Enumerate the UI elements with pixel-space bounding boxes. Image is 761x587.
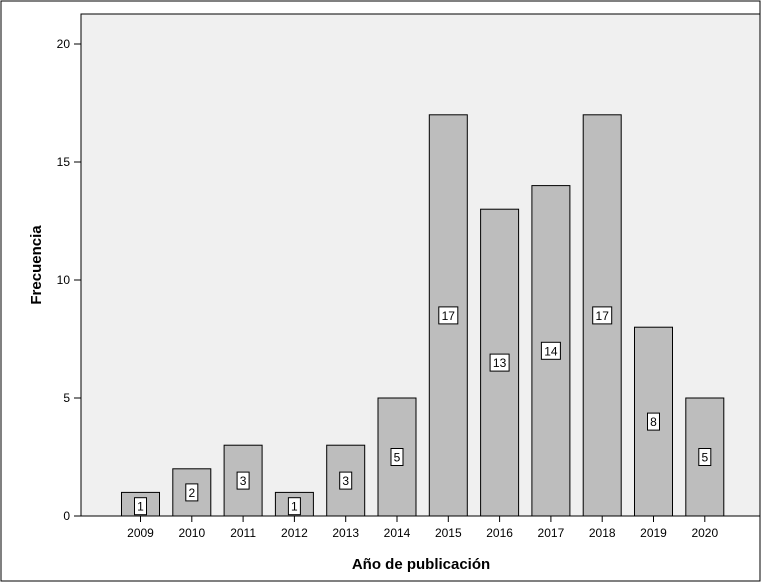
data-label: 3 — [240, 474, 247, 488]
data-label: 13 — [493, 356, 507, 370]
data-label-box — [185, 483, 199, 502]
data-label: 17 — [596, 309, 610, 323]
data-label: 17 — [442, 309, 456, 323]
data-label: 8 — [650, 415, 657, 429]
x-tick-label: 2012 — [281, 526, 308, 540]
data-label: 14 — [544, 344, 558, 358]
bar — [685, 397, 725, 517]
data-label: 1 — [291, 500, 298, 514]
data-label: 5 — [394, 451, 401, 465]
data-label-box — [390, 448, 404, 466]
x-tick-label: 2009 — [127, 526, 154, 540]
x-tick-label: 2020 — [691, 526, 718, 540]
data-label-box — [236, 471, 250, 490]
data-label: 1 — [137, 500, 144, 514]
y-axis-label: Frecuencia — [28, 225, 45, 305]
data-label-box — [287, 497, 301, 516]
data-label-box — [489, 353, 510, 372]
data-label-box — [592, 306, 613, 325]
x-tick-label: 2014 — [384, 526, 411, 540]
x-tick-label: 2016 — [486, 526, 513, 540]
data-label-box — [540, 341, 561, 360]
x-axis-label: Año de publicación — [352, 556, 490, 573]
data-label: 3 — [342, 474, 349, 488]
y-tick-label: 5 — [63, 391, 70, 405]
x-tick-label: 2011 — [230, 526, 256, 540]
y-tick-label: 10 — [57, 273, 71, 287]
x-tick-label: 2013 — [332, 526, 359, 540]
y-tick-label: 0 — [63, 509, 70, 523]
y-tick-label: 15 — [57, 155, 71, 169]
data-label: 2 — [188, 486, 195, 500]
data-label: 5 — [701, 451, 708, 465]
x-tick-label: 2010 — [178, 526, 205, 540]
data-label-box — [698, 448, 712, 466]
data-label-box — [339, 471, 353, 490]
data-label-box — [134, 497, 147, 516]
data-label-box — [438, 306, 459, 325]
x-tick-label: 2018 — [589, 526, 616, 540]
data-label-box — [647, 412, 660, 431]
x-axis: 2009 2010 2011 2012 2013 2014 2015 2016 2017 2018… — [127, 516, 718, 540]
x-tick-label: 2017 — [538, 526, 565, 540]
y-tick-label: 20 — [57, 37, 71, 51]
x-tick-label: 2015 — [435, 526, 462, 540]
x-tick-label: 2019 — [640, 526, 667, 540]
y-axis: 0 5 10 15 20 — [57, 37, 81, 523]
bar — [326, 444, 366, 517]
